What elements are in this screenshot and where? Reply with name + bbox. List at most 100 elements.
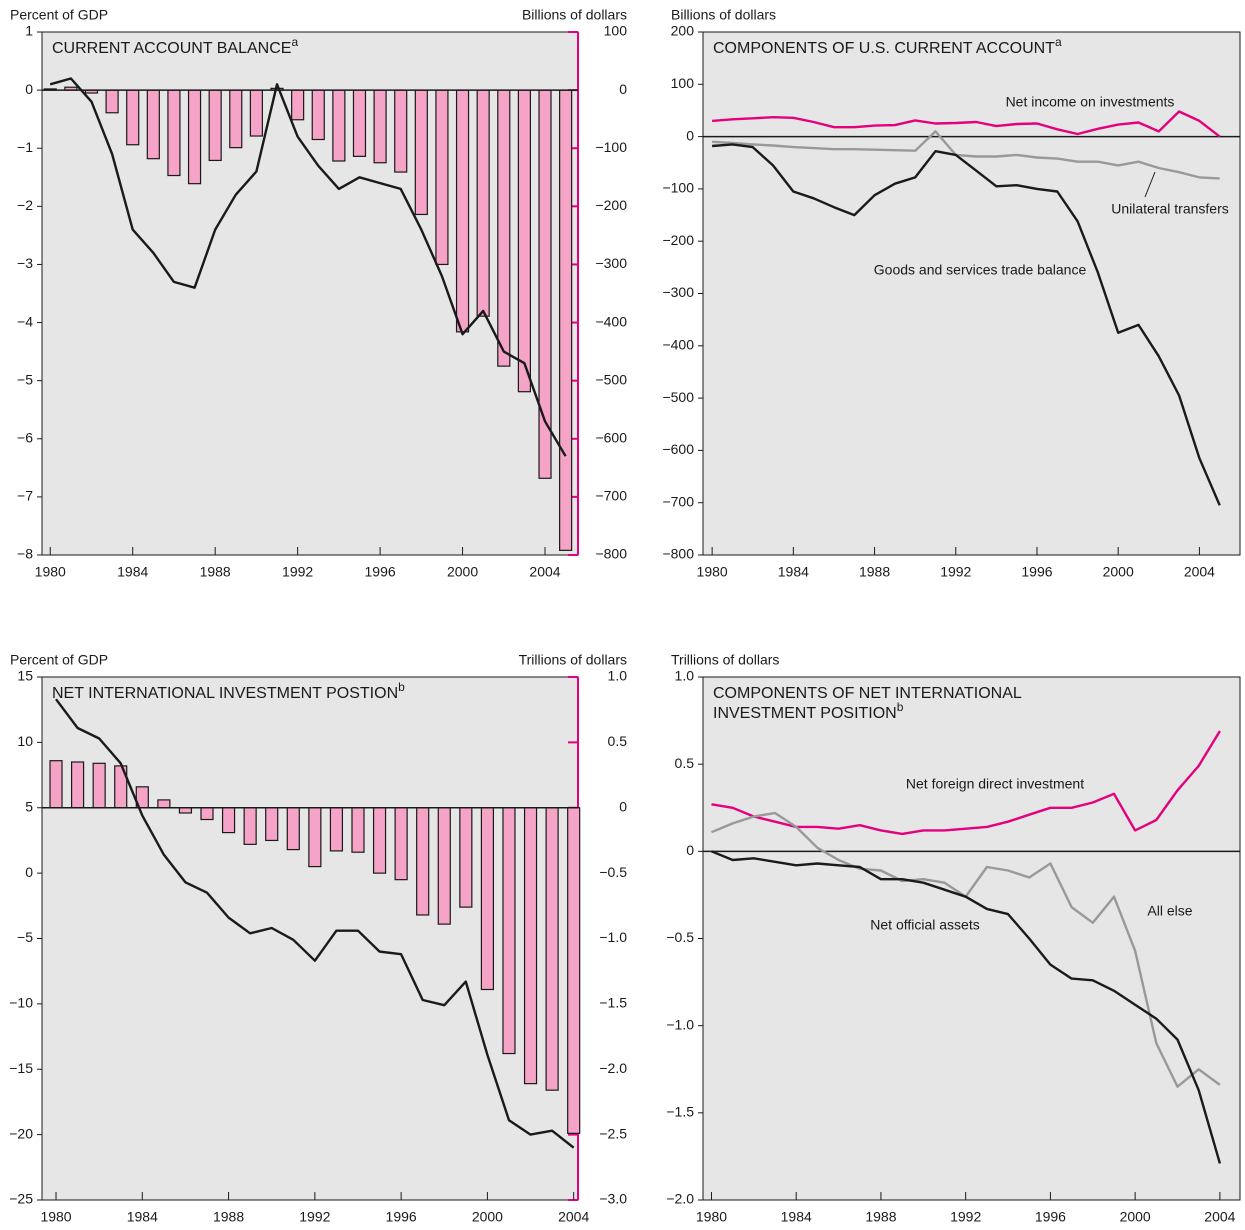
annotation: Goods and services trade balance: [874, 262, 1087, 278]
x-tick-label: 2004: [529, 564, 560, 580]
bar: [372, 807, 387, 874]
y-tick-label: −600: [662, 441, 694, 457]
y2-axis-label: Billions of dollars: [522, 7, 627, 23]
y-tick-label: −2: [17, 197, 33, 213]
y2-tick-label: 1.0: [608, 668, 628, 684]
y2-tick-label: 100: [604, 23, 628, 39]
bar: [249, 89, 263, 137]
y-tick-label: −6: [17, 429, 33, 445]
y-tick-label: −10: [9, 995, 33, 1011]
chart-title-text: CURRENT ACCOUNT BALANCE: [52, 40, 291, 57]
chart-title: NET INTERNATIONAL INVESTMENT POSTIONb: [52, 680, 405, 702]
leader-line: [1144, 171, 1156, 198]
chart-title: INVESTMENT POSITIONb: [713, 700, 904, 722]
bar: [243, 807, 257, 845]
bar: [497, 89, 511, 367]
y-tick-label: −0.5: [666, 929, 694, 945]
x-tick-label: 1996: [1035, 1209, 1066, 1225]
plot-area: [702, 31, 1241, 556]
annotation: Net official assets: [870, 917, 979, 933]
y-tick-label: −15: [9, 1060, 33, 1076]
bar: [373, 89, 387, 164]
x-tick-label: 1988: [213, 1209, 244, 1225]
x-tick-label: 1984: [117, 564, 148, 580]
y-tick-label: −200: [662, 232, 694, 248]
y-axis-label: Percent of GDP: [10, 652, 108, 668]
y-tick-label: −7: [17, 488, 33, 504]
chart-title-text: NET INTERNATIONAL INVESTMENT POSTION: [52, 685, 398, 702]
x-tick-label: 1988: [865, 1209, 896, 1225]
y-axis-label: Trillions of dollars: [671, 652, 779, 668]
bar: [455, 89, 470, 333]
y2-tick-label: −2.0: [599, 1060, 627, 1076]
y2-tick-label: −200: [595, 197, 627, 213]
chart-title: COMPONENTS OF U.S. CURRENT ACCOUNTa: [713, 35, 1062, 57]
plot-area: [41, 676, 579, 1201]
x-tick-label: 1980: [40, 1209, 71, 1225]
bar: [352, 89, 367, 157]
y-tick-label: 5: [25, 798, 33, 814]
bar: [146, 89, 160, 160]
bar: [308, 807, 322, 868]
bar: [545, 807, 559, 1091]
line: [712, 143, 1221, 506]
y-tick-label: −25: [9, 1191, 33, 1207]
x-tick-label: 1988: [859, 564, 890, 580]
bar: [414, 89, 428, 216]
title-footnote-mark: b: [897, 700, 904, 714]
bar: [394, 89, 408, 173]
y2-tick-label: 0.5: [608, 733, 628, 749]
line: [55, 698, 575, 1149]
bar: [70, 761, 85, 809]
y-tick-label: −8: [17, 546, 33, 562]
x-tick-label: 1988: [200, 564, 231, 580]
chart-title-text: INVESTMENT POSITION: [713, 705, 897, 722]
x-tick-label: 2000: [1103, 564, 1134, 580]
y-tick-label: −5: [17, 929, 33, 945]
bar: [105, 89, 119, 114]
bar: [480, 807, 495, 991]
bar: [435, 89, 449, 266]
y-tick-label: 10: [17, 733, 33, 749]
bar: [286, 807, 300, 851]
y2-tick-label: −800: [595, 546, 627, 562]
bar: [92, 762, 106, 809]
x-tick-label: 1996: [386, 1209, 417, 1225]
x-tick-label: 1992: [299, 1209, 330, 1225]
bar: [329, 807, 344, 852]
bar: [523, 807, 538, 1085]
x-tick-label: 1984: [127, 1209, 158, 1225]
bar: [394, 807, 408, 881]
y-tick-label: 0: [686, 842, 694, 858]
y2-tick-label: −3.0: [599, 1191, 627, 1207]
bar: [332, 89, 346, 162]
bar: [559, 89, 573, 551]
bar: [437, 807, 451, 925]
y-tick-label: −1.0: [666, 1016, 694, 1032]
chart-title: CURRENT ACCOUNT BALANCEa: [52, 35, 298, 57]
y-tick-label: 200: [671, 23, 695, 39]
x-tick-label: 2004: [1204, 1209, 1235, 1225]
x-tick-label: 1992: [282, 564, 313, 580]
plot-area: [702, 676, 1241, 1201]
bar: [200, 807, 214, 821]
bar: [517, 89, 532, 393]
bar: [126, 89, 140, 146]
y-tick-label: 0: [25, 864, 33, 880]
x-tick-label: 2000: [447, 564, 478, 580]
y-tick-label: −400: [662, 337, 694, 353]
chart-title-text: COMPONENTS OF NET INTERNATIONAL: [713, 685, 1022, 702]
x-tick-label: 2004: [1184, 564, 1215, 580]
y-tick-label: −1.5: [666, 1104, 694, 1120]
x-tick-label: 1996: [365, 564, 396, 580]
y2-tick-label: −1.5: [599, 995, 627, 1011]
bar: [502, 807, 516, 1055]
y2-tick-label: 0: [619, 81, 627, 97]
y-tick-label: −2.0: [666, 1191, 694, 1207]
annotation: Net foreign direct investment: [906, 776, 1084, 792]
annotation: Unilateral transfers: [1111, 201, 1229, 217]
bar: [291, 89, 305, 121]
x-tick-label: 1984: [778, 564, 809, 580]
bar: [167, 89, 181, 177]
